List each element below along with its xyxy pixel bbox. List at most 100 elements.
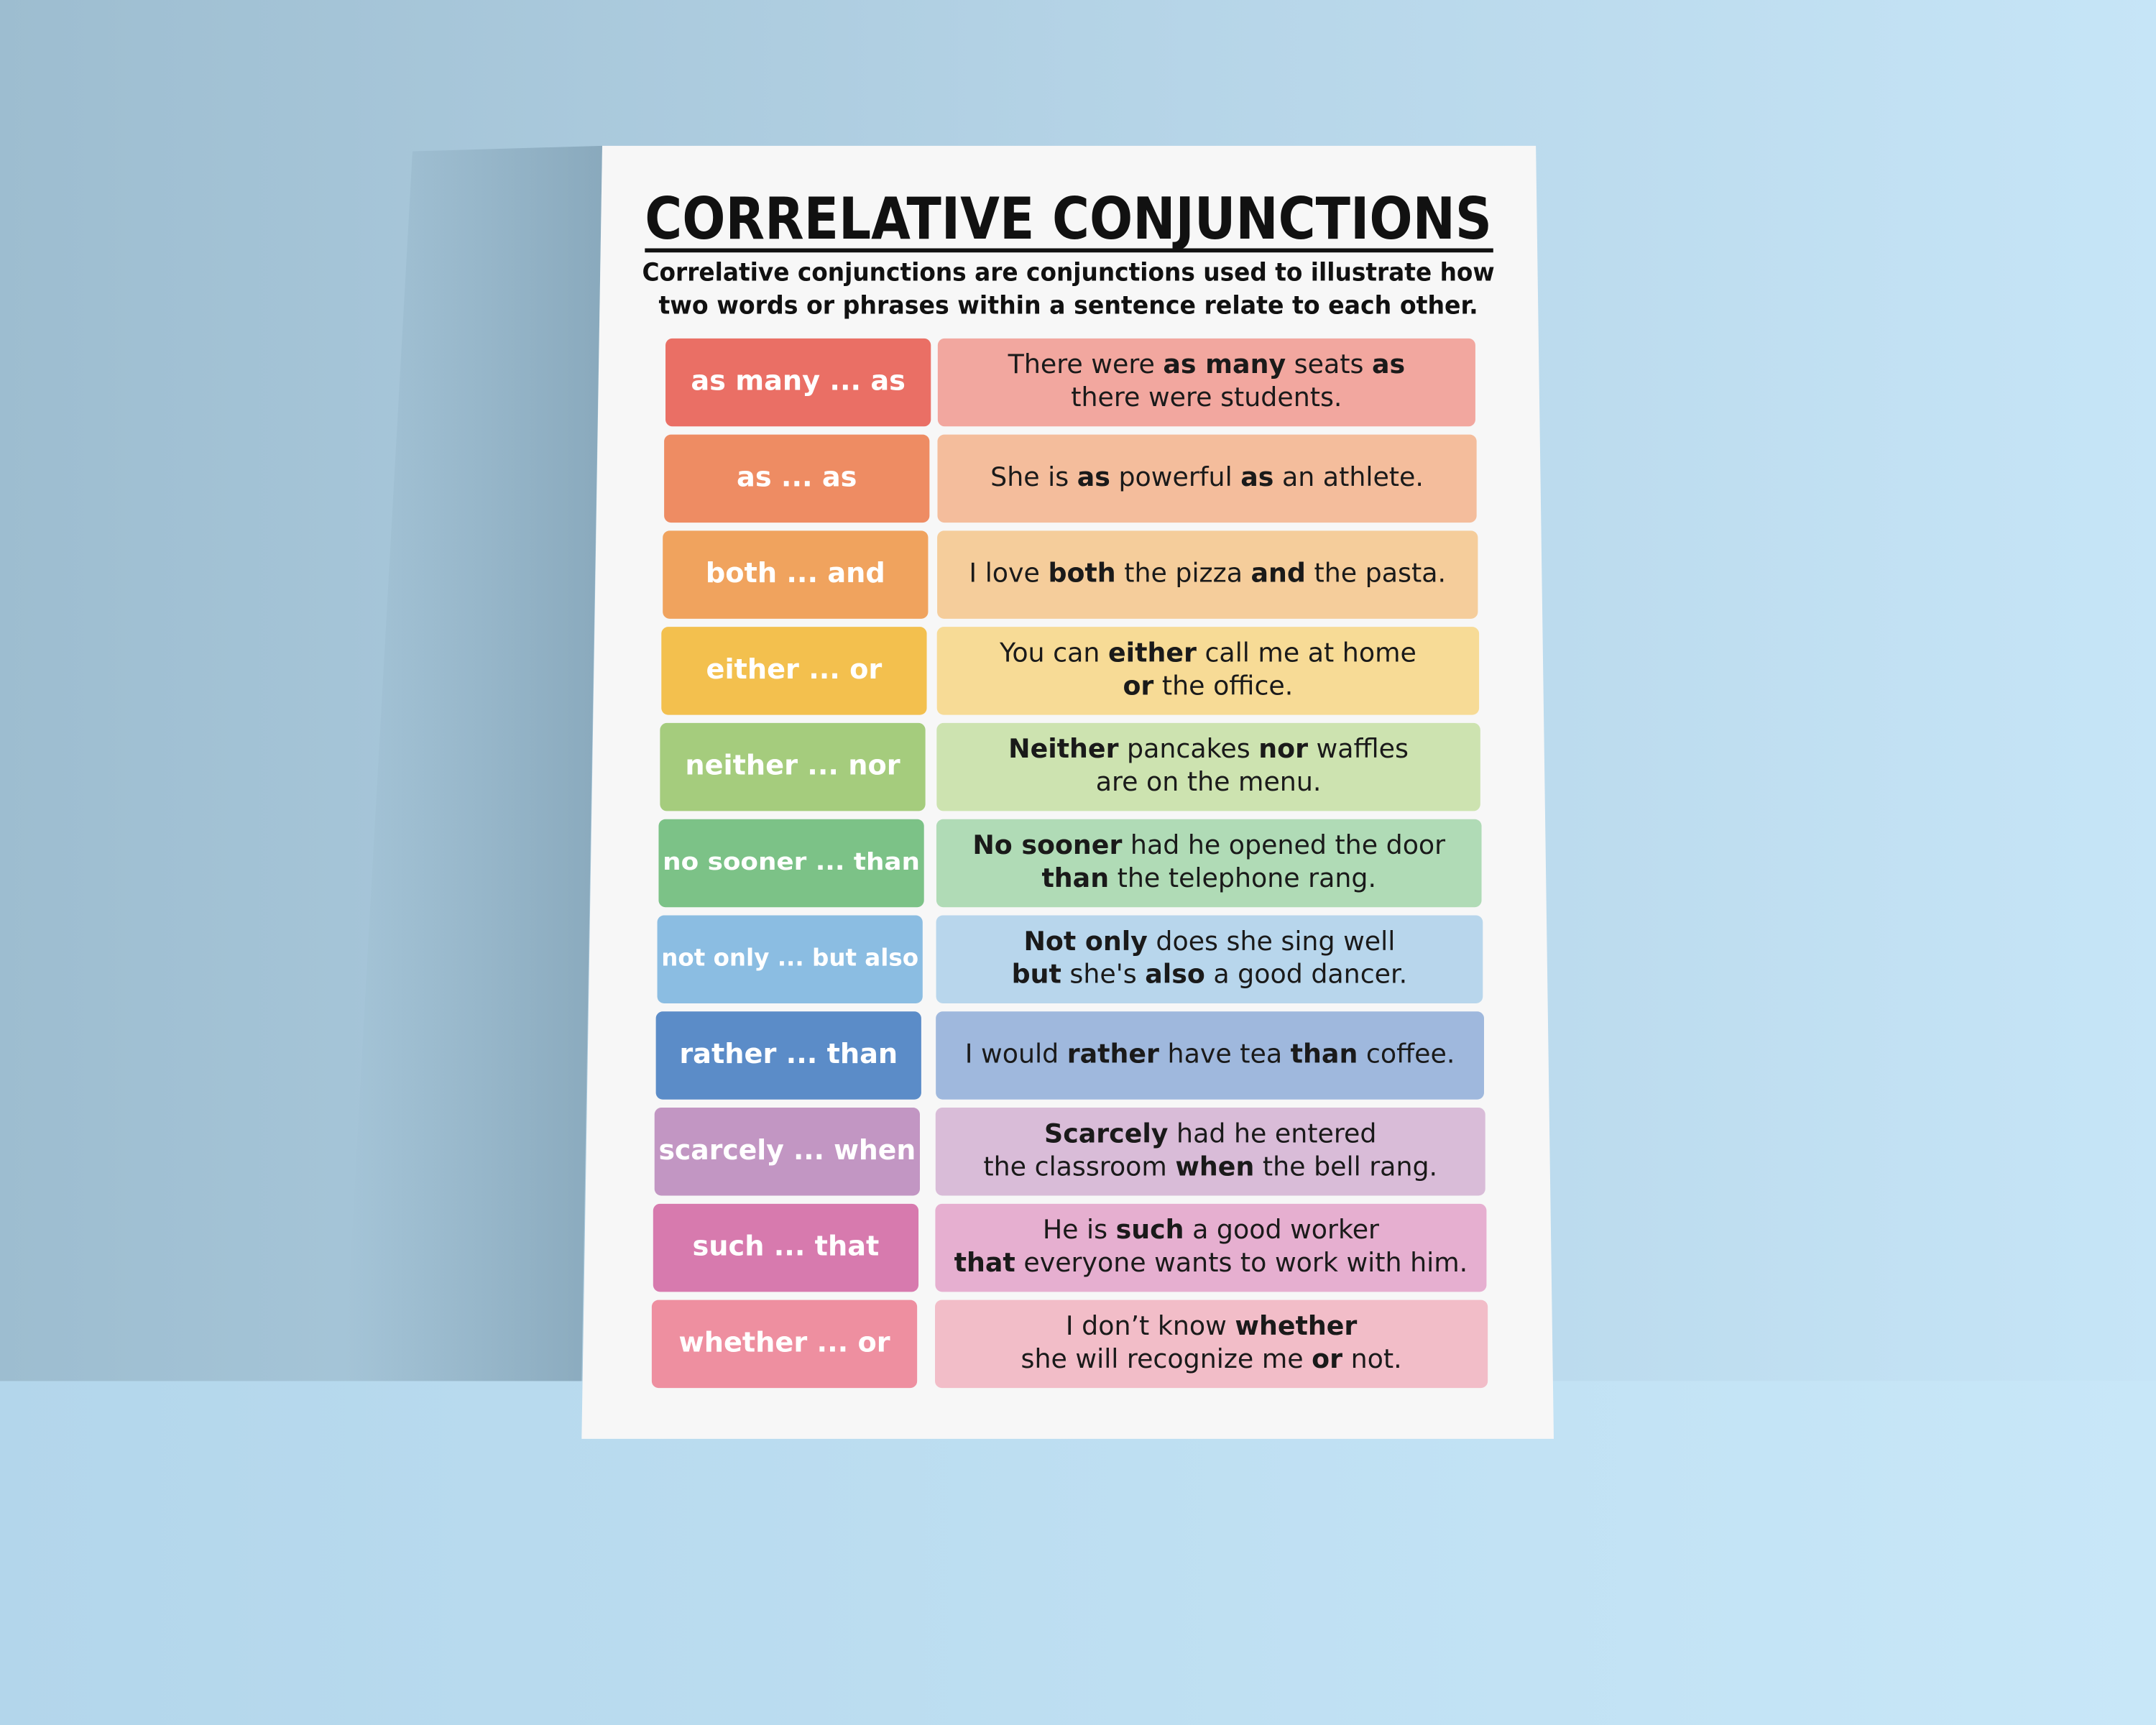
- example-text: there were students.: [1071, 382, 1342, 413]
- example-keyword: as: [1240, 461, 1273, 492]
- example-keyword: as many: [1163, 349, 1286, 380]
- term-box: [661, 627, 927, 715]
- term-box: [658, 819, 924, 908]
- example-box: [936, 915, 1483, 1003]
- example-text: everyone wants to work with him.: [1015, 1247, 1468, 1278]
- example-keyword: when: [1175, 1151, 1254, 1182]
- poster-title: CORRELATIVE CONJUNCTIONS: [645, 185, 1492, 252]
- example-box: [937, 434, 1477, 523]
- term-label: such ... that: [693, 1230, 880, 1263]
- example-keyword: No sooner: [972, 829, 1122, 860]
- example-keyword: also: [1145, 959, 1205, 990]
- term-label: neither ... nor: [685, 750, 900, 782]
- term-label: scarcely ... when: [658, 1134, 916, 1167]
- example-text: She is: [990, 461, 1077, 492]
- term-label: as ... as: [737, 461, 857, 493]
- example-line: that everyone wants to work with him.: [954, 1247, 1468, 1278]
- example-box: [936, 627, 1480, 715]
- term-box: [651, 1300, 918, 1389]
- example-keyword: whether: [1235, 1310, 1357, 1341]
- example-text: does she sing well: [1148, 926, 1396, 957]
- term-box: [660, 722, 926, 811]
- example-text: I love: [969, 558, 1048, 589]
- example-text: the pasta.: [1306, 558, 1446, 589]
- example-keyword: such: [1116, 1214, 1184, 1245]
- term-box: [654, 1108, 920, 1196]
- example-keyword: Scarcely: [1044, 1118, 1169, 1149]
- example-text: had he opened the door: [1122, 829, 1445, 860]
- example-text: she's: [1061, 959, 1145, 990]
- example-box: [936, 819, 1482, 908]
- example-text: I don’t know: [1066, 1310, 1235, 1341]
- example-line: Scarcely had he entered: [1044, 1118, 1376, 1149]
- example-keyword: either: [1108, 637, 1197, 668]
- example-box: [935, 1108, 1485, 1196]
- example-line: but she's also a good dancer.: [1012, 959, 1408, 990]
- example-text: are on the menu.: [1096, 766, 1322, 797]
- poster-shadow: [344, 145, 603, 1381]
- term-label: rather ... than: [679, 1038, 898, 1070]
- term-box: [657, 915, 923, 1003]
- example-line: No sooner had he opened the door: [972, 829, 1445, 860]
- example-text: call me at home: [1197, 637, 1416, 668]
- example-box: [935, 1300, 1488, 1389]
- example-text: the pizza: [1116, 558, 1251, 589]
- example-text: the office.: [1153, 670, 1293, 701]
- example-keyword: rather: [1067, 1039, 1159, 1070]
- example-text: pancakes: [1118, 733, 1258, 764]
- example-line: I don’t know whether: [1066, 1310, 1357, 1341]
- subtitle-line: Correlative conjunctions are conjunction…: [642, 258, 1494, 287]
- example-line: She is as powerful as an athlete.: [990, 461, 1424, 492]
- term-label: both ... and: [706, 557, 885, 589]
- example-text: had he entered: [1169, 1118, 1377, 1149]
- example-line: she will recognize me or not.: [1021, 1343, 1402, 1374]
- example-text: I would: [965, 1039, 1067, 1070]
- example-text: have tea: [1159, 1039, 1291, 1070]
- example-box: [935, 1203, 1487, 1292]
- term-label: as many ... as: [691, 365, 906, 397]
- term-box: [653, 1203, 919, 1292]
- example-line: Not only does she sing well: [1023, 926, 1395, 957]
- term-box: [665, 338, 931, 427]
- example-text: the classroom: [983, 1151, 1175, 1182]
- example-keyword: Not only: [1023, 926, 1148, 957]
- example-line: there were students.: [1071, 382, 1342, 413]
- example-keyword: nor: [1258, 733, 1308, 764]
- term-label: not only ... but also: [661, 944, 918, 972]
- example-text: powerful: [1110, 461, 1240, 492]
- example-line: or the office.: [1123, 670, 1293, 701]
- example-box: [937, 338, 1475, 427]
- example-text: coffee.: [1358, 1039, 1455, 1070]
- example-line: are on the menu.: [1096, 766, 1322, 797]
- example-line: I would rather have tea than coffee.: [965, 1039, 1455, 1070]
- example-keyword: as: [1372, 349, 1405, 380]
- conjunction-table: as many ... as There were as many seats a…: [651, 338, 1488, 1389]
- example-line: than the telephone rang.: [1041, 862, 1376, 893]
- example-keyword: or: [1123, 670, 1153, 701]
- example-keyword: as: [1077, 461, 1110, 492]
- example-text: a good worker: [1184, 1214, 1380, 1245]
- example-text: she will recognize me: [1021, 1343, 1312, 1374]
- example-keyword: but: [1012, 959, 1061, 990]
- example-box: [936, 1011, 1484, 1100]
- term-label: whether ... or: [678, 1326, 890, 1358]
- term-box: [655, 1011, 921, 1100]
- example-keyword: than: [1041, 862, 1109, 893]
- example-keyword: Neither: [1008, 733, 1118, 764]
- example-line: You can either call me at home: [999, 637, 1416, 668]
- example-box: [937, 530, 1478, 619]
- example-text: There were: [1008, 349, 1164, 380]
- example-line: the classroom when the bell rang.: [983, 1151, 1437, 1182]
- example-text: an athlete.: [1273, 461, 1424, 492]
- example-text: You can: [999, 637, 1108, 668]
- example-text: seats: [1286, 349, 1372, 380]
- example-box: [936, 722, 1480, 811]
- example-text: the telephone rang.: [1109, 862, 1376, 893]
- subtitle-line: two words or phrases within a sentence r…: [658, 291, 1478, 320]
- example-text: the bell rang.: [1254, 1151, 1437, 1182]
- term-label: no sooner ... than: [663, 848, 920, 875]
- example-line: He is such a good worker: [1043, 1214, 1379, 1245]
- term-label: either ... or: [706, 653, 883, 686]
- term-box: [664, 434, 930, 523]
